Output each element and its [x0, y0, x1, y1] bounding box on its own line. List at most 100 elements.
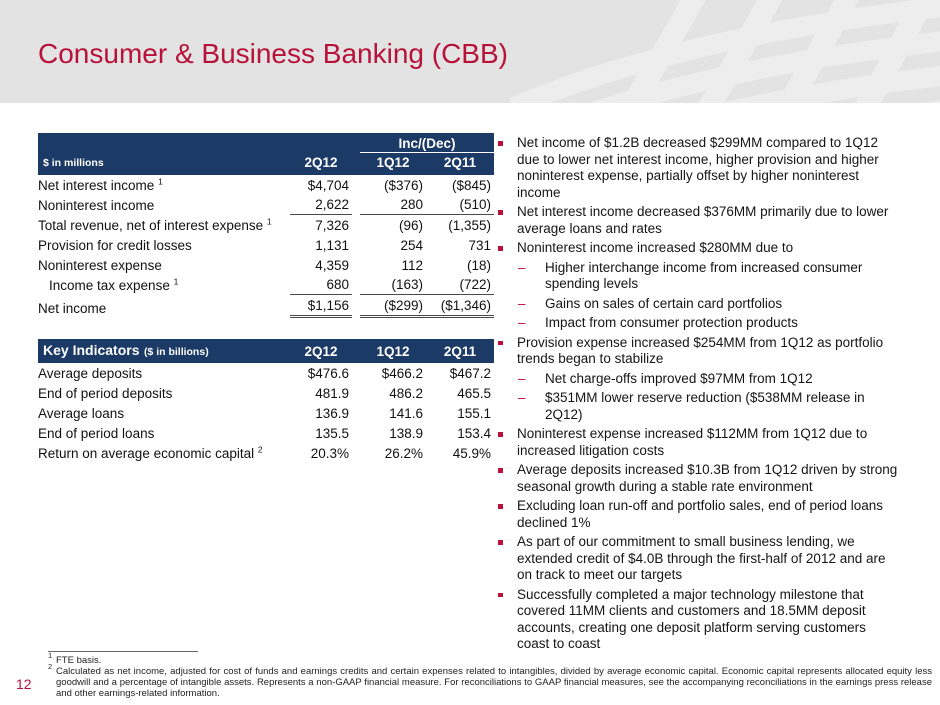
bullet-text: $351MM lower reserve reduction ($538MM r…	[545, 390, 865, 422]
value-1q12: ($376)	[383, 178, 423, 193]
table-row: End of period deposits 481.9 486.2 465.5	[38, 383, 494, 403]
value-1q12: (96)	[398, 218, 423, 233]
bullet-icon	[498, 592, 503, 597]
bullet-item: Average deposits increased $10.3B from 1…	[497, 462, 900, 495]
value-2q11: (510)	[459, 197, 491, 212]
value-1q12: 486.2	[389, 386, 423, 401]
value-1q12: ($299)	[383, 298, 423, 313]
bullet-text: Noninterest expense increased $112MM fro…	[517, 426, 868, 458]
row-label: Return on average economic capital 2	[38, 444, 263, 461]
table-row: Total revenue, net of interest expense 1…	[38, 215, 494, 235]
table-row: Return on average economic capital 2 20.…	[38, 443, 494, 463]
bullet-item: – Higher interchange income from increas…	[497, 260, 900, 293]
row-label: Net interest income 1	[38, 176, 163, 193]
page-number: 12	[16, 676, 32, 692]
bullet-icon: –	[518, 370, 526, 386]
value-1q12: 254	[400, 238, 423, 253]
bullet-icon	[498, 246, 503, 251]
value-2q12: 136.9	[315, 406, 349, 421]
footnote-text: Calculated as net income, adjusted for c…	[56, 666, 932, 699]
value-2q11: 155.1	[457, 406, 491, 421]
value-2q12: $476.6	[307, 366, 349, 381]
financials-table: Inc/(Dec) $ in millions 2Q12 1Q12 2Q11 N…	[38, 133, 494, 318]
row-label: Noninterest income	[38, 198, 155, 213]
footnote: 2 Calculated as net income, adjusted for …	[48, 662, 932, 699]
row-label: End of period deposits	[38, 386, 173, 401]
column-header-2q12: 2Q12	[304, 343, 338, 359]
bullet-text: Average deposits increased $10.3B from 1…	[517, 462, 898, 494]
key-indicators-header: Key Indicators ($ in billions) 2Q12 1Q12…	[38, 339, 494, 363]
value-2q12: 2,622	[290, 197, 352, 215]
table-row: Net income $1,156 ($299) ($1,346)	[38, 295, 494, 318]
key-indicators-table: Key Indicators ($ in billions) 2Q12 1Q12…	[38, 339, 494, 463]
footnote-divider	[48, 651, 198, 652]
bullet-text: Net charge-offs improved $97MM from 1Q12	[545, 370, 813, 386]
value-2q11: (1,355)	[448, 218, 491, 233]
commentary-list: Net income of $1.2B decreased $299MM com…	[497, 135, 900, 656]
value-2q12: 135.5	[315, 426, 349, 441]
bullet-item: Successfully completed a major technolog…	[497, 587, 900, 653]
table-row: Average deposits $476.6 $466.2 $467.2	[38, 363, 494, 383]
column-header-2q11: 2Q11	[443, 155, 477, 170]
value-2q11: (18)	[466, 258, 491, 273]
row-label: Provision for credit losses	[38, 238, 192, 253]
bullet-item: Noninterest expense increased $112MM fro…	[497, 426, 900, 459]
bullet-item: – Net charge-offs improved $97MM from 1Q…	[497, 371, 900, 388]
bullet-icon: –	[518, 295, 526, 311]
footnotes: 1 FTE basis. 2 Calculated as net income, a…	[48, 652, 932, 699]
footnote-ref: 2	[257, 444, 263, 455]
row-label: Net income	[38, 301, 107, 316]
units-label: $ in millions	[43, 157, 104, 169]
value-1q12: 112	[401, 258, 423, 273]
value-1q12: $466.2	[381, 366, 423, 381]
bullet-text: Impact from consumer protection products	[545, 315, 798, 330]
value-2q11: ($845)	[451, 178, 491, 193]
footnote-text: FTE basis.	[56, 655, 102, 666]
value-2q11: 465.5	[457, 386, 491, 401]
footnote-ref: 1	[158, 176, 163, 187]
key-indicators-body: Average deposits $476.6 $466.2 $467.2 En…	[38, 363, 494, 463]
bullet-text: Higher interchange income from increased…	[545, 259, 863, 292]
financials-table-header: Inc/(Dec) $ in millions 2Q12 1Q12 2Q11	[38, 133, 494, 175]
table-row: Average loans 136.9 141.6 155.1	[38, 403, 494, 423]
value-2q11: (722)	[459, 277, 491, 292]
bullet-item: Noninterest income increased $280MM due …	[497, 240, 900, 257]
bullet-icon	[498, 141, 503, 146]
value-2q11: ($1,346)	[440, 298, 491, 313]
footnote-ref: 1	[266, 216, 272, 227]
value-2q12: 680	[290, 277, 352, 295]
tables-column: Inc/(Dec) $ in millions 2Q12 1Q12 2Q11 N…	[38, 133, 494, 463]
bullet-icon	[498, 210, 503, 215]
value-2q11: 153.4	[457, 426, 491, 441]
value-2q11: 45.9%	[452, 446, 491, 461]
bullet-text: Successfully completed a major technolog…	[517, 586, 866, 652]
slide-title: Consumer & Business Banking (CBB)	[38, 38, 508, 69]
footnote-area: 1 FTE basis. 2 Calculated as net income, a…	[48, 651, 932, 699]
table-row: Provision for credit losses 1,131 254 73…	[38, 235, 494, 255]
bullet-icon	[498, 432, 503, 437]
column-header-1q12: 1Q12	[376, 155, 410, 170]
footnote-ref: 1	[173, 276, 179, 287]
row-label: Total revenue, net of interest expense 1	[38, 216, 272, 233]
bullet-item: Provision expense increased $254MM from …	[497, 335, 900, 368]
table-row: End of period loans 135.5 138.9 153.4	[38, 423, 494, 443]
bullet-text: Noninterest income increased $280MM due …	[517, 240, 794, 255]
financials-table-body: Net interest income 1 $4,704 ($376) ($84…	[38, 175, 494, 318]
row-label: Income tax expense 1	[49, 276, 179, 293]
column-header-2q11: 2Q11	[443, 343, 477, 359]
value-2q12: 4,359	[315, 258, 349, 273]
bullet-icon	[498, 540, 503, 545]
row-label: Average deposits	[38, 366, 143, 381]
value-2q12: 7,326	[315, 218, 349, 233]
bullet-icon	[498, 468, 503, 473]
key-indicators-title: Key Indicators ($ in billions)	[43, 342, 209, 358]
value-2q11: $467.2	[449, 366, 491, 381]
value-2q12: 481.9	[315, 386, 349, 401]
inc-dec-header: Inc/(Dec)	[360, 136, 494, 153]
bullet-item: Net income of $1.2B decreased $299MM com…	[497, 135, 900, 201]
bullet-icon: –	[518, 259, 526, 275]
row-label: Noninterest expense	[38, 258, 162, 273]
units-label: ($ in billions)	[143, 346, 209, 358]
flag-pattern-icon	[510, 0, 940, 103]
